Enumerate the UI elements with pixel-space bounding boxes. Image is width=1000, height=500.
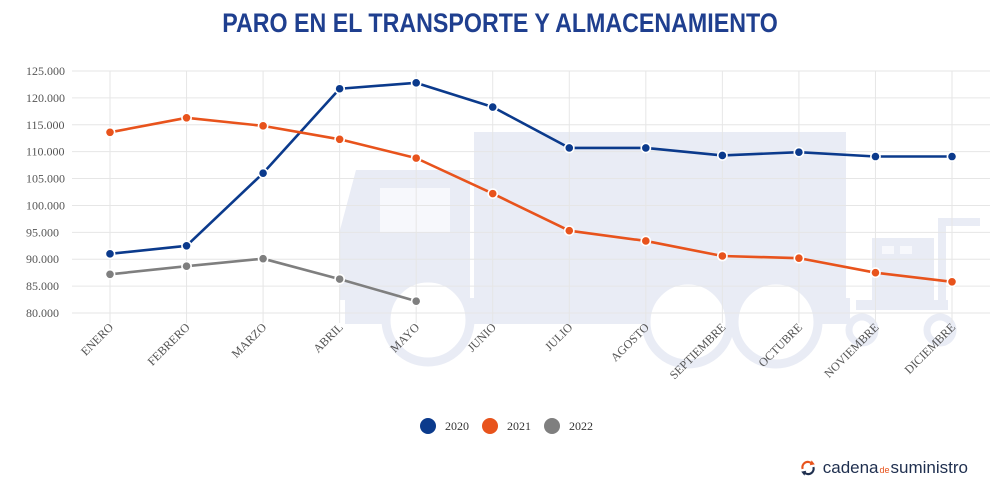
data-point-2021[interactable] [487,188,499,200]
data-point-2020[interactable] [563,142,575,154]
chart-legend[interactable]: 2020 2021 2022 [420,418,593,434]
y-tick-label: 120.000 [26,91,65,105]
series-line-2020 [109,81,952,256]
data-point-2021[interactable] [181,112,192,124]
data-point-2021[interactable] [257,120,269,132]
data-point-2022[interactable] [257,253,269,265]
y-tick-label: 90.000 [26,252,59,266]
data-point-2022[interactable] [181,260,192,272]
data-point-2020[interactable] [716,150,728,161]
series-2022 [104,253,422,307]
x-tick-label: MARZO [229,320,270,361]
data-point-2020[interactable] [410,77,422,89]
y-axis: 125.000 120.000 115.000 110.000 105.000 100.0… [26,64,65,320]
legend-marker [420,418,436,434]
data-point-2020[interactable] [104,248,116,260]
data-point-2020[interactable] [487,101,499,113]
data-point-2020[interactable] [640,142,652,154]
data-point-2020[interactable] [257,167,269,179]
data-point-2022[interactable] [334,273,346,285]
data-point-2021[interactable] [104,126,116,138]
x-tick-label: ENERO [78,320,116,358]
chart-grid [72,70,990,323]
truck-watermark-icon [340,132,980,369]
data-point-2020[interactable] [870,151,881,162]
data-point-2020[interactable] [334,83,346,95]
data-point-2020[interactable] [946,151,958,162]
brand-name-part3: suministro [890,458,968,477]
data-point-2022[interactable] [104,268,116,280]
data-point-2021[interactable] [793,252,805,264]
data-point-2020[interactable] [793,146,805,158]
brand-name-part2: de [879,465,890,475]
legend-item-2020[interactable]: 2020 [420,418,469,434]
x-tick-label: ABRIL [310,320,345,355]
series-2020 [104,77,958,260]
legend-item-2021[interactable]: 2021 [482,418,531,434]
brand-name-part1: cadena [822,458,879,477]
data-point-2021[interactable] [410,152,422,164]
legend-marker [482,418,498,434]
data-point-2020[interactable] [181,240,192,252]
chart-title: PARO EN EL TRANSPORTE Y ALMACENAMIENTO [222,8,778,38]
data-point-2021[interactable] [640,235,652,247]
legend-item-2022[interactable]: 2022 [544,418,593,434]
legend-marker [544,418,560,434]
y-tick-label: 95.000 [26,225,59,239]
data-point-2021[interactable] [563,225,575,237]
data-point-2021[interactable] [946,276,958,288]
data-point-2021[interactable] [334,133,346,145]
x-tick-label: FEBRERO [145,320,193,368]
series-line-2021 [109,116,953,284]
x-tick-label: AGOSTO [608,320,652,364]
y-tick-label: 115.000 [26,118,65,132]
x-tick-label: JULIO [542,320,576,354]
chart-series [104,77,958,307]
data-point-2021[interactable] [870,267,881,279]
data-point-2022[interactable] [410,295,422,307]
brand-arrows-icon [800,460,815,476]
legend-label: 2020 [445,419,469,433]
y-tick-label: 105.000 [26,172,65,186]
y-tick-label: 125.000 [26,64,65,78]
y-tick-label: 100.000 [26,198,65,212]
x-axis: ENERO FEBRERO MARZO ABRIL MAYO JUNIO JULIO AGOS… [78,320,958,382]
legend-label: 2021 [507,419,531,433]
data-point-2021[interactable] [716,250,728,262]
y-tick-label: 80.000 [26,306,59,320]
y-tick-label: 85.000 [26,279,59,293]
brand-logo: cadenadesuministro [799,458,968,478]
y-tick-label: 110.000 [26,145,65,159]
legend-label: 2022 [569,419,593,433]
series-2021 [104,112,958,288]
